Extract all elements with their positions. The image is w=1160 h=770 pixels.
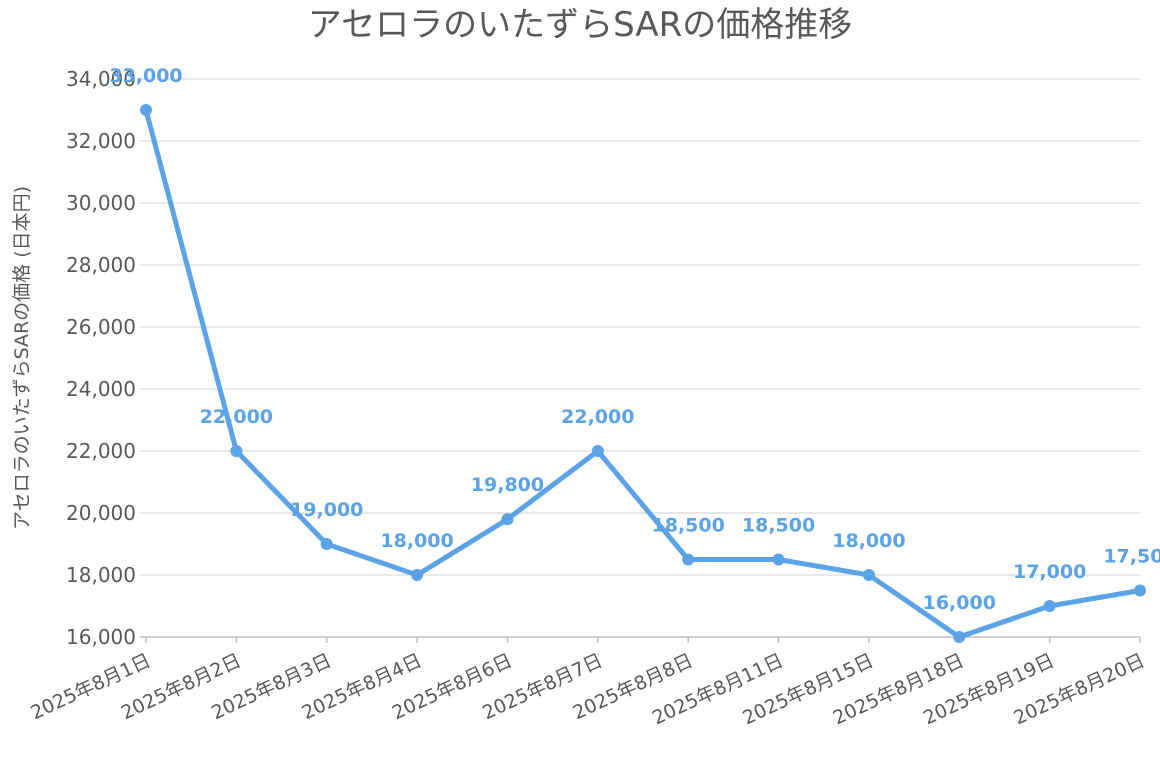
data-point xyxy=(1134,584,1146,597)
data-point xyxy=(862,569,875,581)
y-tick-label: 16,000 xyxy=(66,625,136,649)
data-label: 19,800 xyxy=(471,474,544,496)
y-tick-label: 20,000 xyxy=(66,501,136,525)
data-label: 17,500 xyxy=(1103,546,1160,568)
series-line xyxy=(143,107,1143,640)
data-label: 22,000 xyxy=(200,406,273,428)
data-point xyxy=(682,553,695,566)
data-point xyxy=(140,104,152,116)
data-label: 18,500 xyxy=(742,515,815,537)
y-tick-label: 26,000 xyxy=(66,315,136,339)
data-point xyxy=(320,538,333,550)
y-tick-label: 34,000 xyxy=(66,67,136,91)
data-point xyxy=(411,569,424,581)
data-point xyxy=(591,445,604,457)
x-axis-ticks: 2025年8月1日2025年8月2日2025年8月3日2025年8月4日2025… xyxy=(27,637,1148,729)
data-label: 22,000 xyxy=(561,406,634,428)
data-point xyxy=(953,631,966,643)
data-point xyxy=(230,445,243,457)
data-point xyxy=(501,513,514,526)
y-tick-label: 30,000 xyxy=(66,191,136,215)
data-label: 18,500 xyxy=(652,515,725,537)
y-tick-label: 22,000 xyxy=(66,439,136,463)
y-tick-label: 32,000 xyxy=(66,129,136,153)
data-point xyxy=(772,553,785,566)
series-price xyxy=(140,104,1146,643)
gridlines xyxy=(140,78,1140,638)
y-tick-label: 24,000 xyxy=(66,377,136,401)
data-point xyxy=(1043,600,1056,612)
y-tick-label: 18,000 xyxy=(66,563,136,587)
y-axis-ticks: 16,000 18,000 20,000 22,000 24,000 26,000 28,0… xyxy=(66,67,136,649)
data-label: 17,000 xyxy=(1013,561,1086,583)
data-labels: 33,000 22,000 19,000 18,000 19,800 22,000 18,5… xyxy=(109,65,1160,614)
y-axis-label: アセロラのいたずらSARの価格 (日本円) xyxy=(11,186,33,530)
data-label: 18,000 xyxy=(832,530,905,552)
data-label: 19,000 xyxy=(290,499,363,521)
chart-title: アセロラのいたずらSARの価格推移 xyxy=(308,5,852,45)
data-label: 16,000 xyxy=(923,592,996,614)
data-label: 18,000 xyxy=(380,530,453,552)
y-tick-label: 28,000 xyxy=(66,253,136,277)
data-label: 33,000 xyxy=(109,65,182,87)
